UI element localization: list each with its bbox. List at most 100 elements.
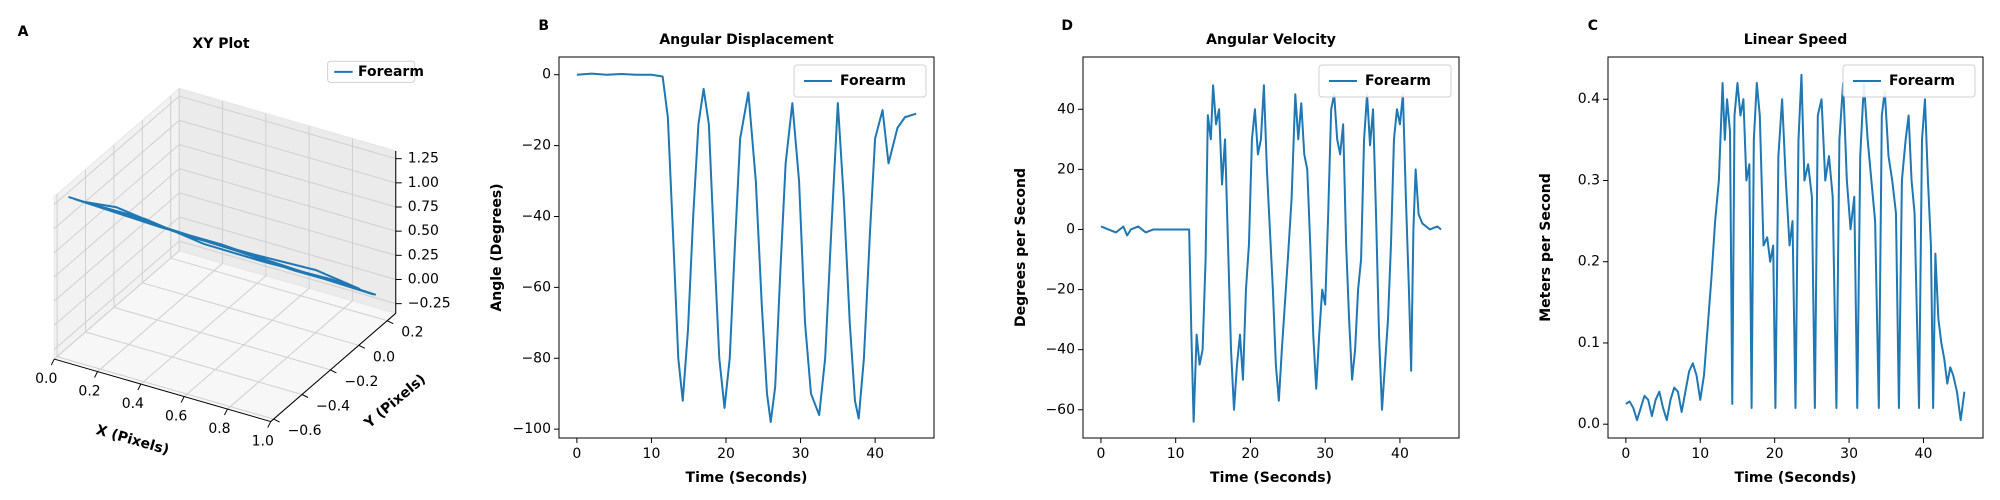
y-axis-label: Angle (Degrees)	[489, 183, 505, 311]
z-tick-label: 0.75	[408, 199, 439, 215]
chart-title: XY Plot	[192, 36, 249, 52]
x-axis-label: X (Pixels)	[94, 422, 171, 458]
x-tick-label: 1.0	[252, 434, 274, 450]
axis-line	[54, 358, 271, 423]
x-tick-label: 0.2	[78, 384, 100, 400]
y-tick-label: 0.2	[1578, 254, 1600, 270]
x-tick	[50, 358, 55, 366]
grid-line	[227, 300, 353, 410]
grid-line	[179, 95, 396, 160]
y-tick-label: −100	[513, 421, 551, 437]
panel-label: A	[18, 24, 29, 40]
x-tick-label: 10	[1167, 446, 1185, 462]
chart-title: Angular Displacement	[659, 32, 834, 48]
grid-line	[179, 216, 396, 280]
grid-line	[53, 95, 180, 205]
y-tick-label: 40	[1057, 101, 1075, 117]
y-tick-label: −60	[521, 279, 551, 295]
y-tick-label: 0	[542, 67, 551, 83]
y-tick	[358, 344, 366, 349]
x-tick	[137, 383, 142, 391]
grid-line	[53, 240, 180, 350]
y-tick	[387, 320, 394, 325]
axis-line	[270, 312, 397, 422]
x-tick-label: 0.4	[122, 396, 144, 412]
grid-line	[53, 168, 180, 278]
legend-box	[327, 60, 416, 83]
plot-area	[559, 57, 934, 438]
y-tick-label: 0.3	[1578, 172, 1600, 188]
data-line	[1100, 84, 1442, 423]
grid-line	[179, 240, 396, 305]
legend-box	[793, 64, 927, 98]
x-tick-label: 30	[1840, 446, 1858, 462]
x-axis-label: Time (Seconds)	[1735, 470, 1857, 486]
grid-line	[179, 119, 396, 184]
grid-line	[179, 144, 396, 208]
grid-line	[53, 144, 180, 254]
y-tick-label: 20	[1057, 161, 1075, 177]
z-tick-label: −0.25	[408, 296, 451, 312]
grid-line	[53, 119, 180, 229]
legend-label: Forearm	[1889, 73, 1955, 89]
legend-box	[1842, 64, 1976, 98]
grid-line	[142, 282, 359, 346]
y-tick-label: −20	[1045, 282, 1075, 298]
y-tick	[301, 394, 309, 398]
x-tick-label: 30	[1316, 446, 1334, 462]
x-tick-label: 0.8	[208, 421, 230, 437]
y-tick-label: −0.2	[344, 374, 378, 390]
grid-line	[140, 275, 267, 385]
y-tick-label: 0	[1066, 221, 1075, 237]
data-line	[576, 72, 917, 424]
y-axis-label: Meters per Second	[1538, 173, 1554, 322]
x-tick-label: 0.0	[35, 371, 57, 387]
data-line	[68, 195, 377, 296]
x-tick	[267, 421, 272, 428]
panel-label: C	[1588, 18, 1598, 34]
y-tick-label: 0.0	[373, 349, 395, 365]
axes-frame	[558, 56, 935, 439]
x-tick-label: 0	[1621, 446, 1630, 462]
grid-line	[170, 257, 388, 322]
y-tick-label: 0.2	[401, 325, 423, 341]
z-tick-label: 0.00	[408, 271, 439, 287]
panel-label: D	[1061, 18, 1073, 34]
y-tick-label: 0.0	[1578, 416, 1600, 432]
x-tick-label: 40	[866, 446, 884, 462]
x-tick-label: 10	[643, 446, 661, 462]
y-tick-label: −20	[521, 138, 551, 154]
x-tick-label: 0	[1096, 446, 1105, 462]
grid-line	[53, 192, 180, 302]
y-tick-label: −40	[521, 208, 551, 224]
grid-line	[113, 306, 331, 371]
x-tick-label: 0	[572, 446, 581, 462]
y-tick-label: −40	[1045, 342, 1075, 358]
grid-line	[179, 192, 396, 256]
z-tick-label: 1.25	[408, 151, 439, 167]
x-tick-label: 20	[717, 446, 735, 462]
y-tick-label: −60	[1045, 402, 1075, 418]
axes-frame	[1082, 56, 1460, 439]
z-tick-label: 1.00	[408, 175, 439, 191]
x-axis-label: Time (Seconds)	[686, 470, 808, 486]
legend-label: Forearm	[840, 73, 906, 89]
x-tick-label: 0.6	[165, 409, 187, 425]
y-tick-label: 0.1	[1578, 335, 1600, 351]
x-tick-label: 40	[1915, 446, 1933, 462]
chart-title: Angular Velocity	[1206, 32, 1336, 48]
x-tick-label: 20	[1242, 446, 1260, 462]
legend-label: Forearm	[1365, 73, 1431, 89]
data-line	[1625, 73, 1966, 422]
grid-line	[183, 287, 310, 397]
y-axis-label: Degrees per Second	[1013, 168, 1029, 327]
x-axis-label: Time (Seconds)	[1210, 470, 1332, 486]
legend-box	[1318, 64, 1452, 98]
x-tick-label: 10	[1691, 446, 1709, 462]
grid-line	[179, 168, 396, 232]
y-tick	[330, 369, 337, 374]
x-tick-label: 40	[1391, 446, 1409, 462]
x-tick-label: 20	[1766, 446, 1784, 462]
